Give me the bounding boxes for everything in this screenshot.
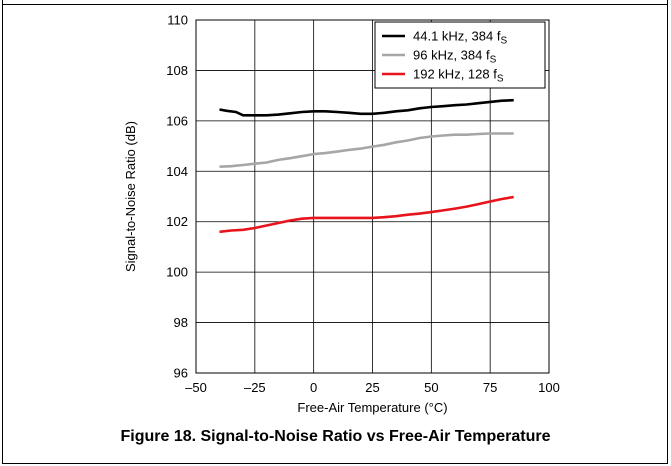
y-tick-label: 100 [166, 265, 188, 280]
tick-layer: –50 –25 0 25 50 75 100 96 98 100 102 104 106 108 110 [166, 13, 560, 396]
x-tick-label: 25 [365, 380, 379, 395]
legend-label: 96 kHz, 384 fS [413, 48, 497, 66]
y-tick-label: 102 [166, 214, 188, 229]
x-axis-label: Free-Air Temperature (°C) [297, 400, 447, 415]
x-tick-label: 100 [538, 380, 560, 395]
y-axis-label: Signal-to-Noise Ratio (dB) [123, 121, 138, 272]
y-tick-label: 108 [166, 63, 188, 78]
series-line-3 [219, 195, 514, 234]
legend-label: 44.1 kHz, 384 fS [413, 29, 507, 47]
x-tick-label: –25 [244, 380, 266, 395]
y-tick-label: 104 [166, 164, 188, 179]
y-tick-label: 96 [174, 366, 188, 381]
top-rule [2, 4, 668, 5]
series-line-1 [219, 98, 514, 117]
plot-border [195, 19, 550, 374]
x-tick-label: 0 [310, 380, 317, 395]
x-tick-label: 75 [483, 380, 497, 395]
y-tick-label: 98 [174, 315, 188, 330]
y-tick-label: 106 [166, 113, 188, 128]
x-tick-label: 50 [424, 380, 438, 395]
series-line-2 [219, 132, 514, 168]
legend-label: 192 kHz, 128 fS [413, 67, 504, 85]
x-tick-label: –50 [185, 380, 207, 395]
figure-caption: Figure 18. Signal-to-Noise Ratio vs Free… [120, 428, 551, 445]
y-tick-label: 110 [167, 13, 188, 28]
series-layer [219, 98, 514, 234]
